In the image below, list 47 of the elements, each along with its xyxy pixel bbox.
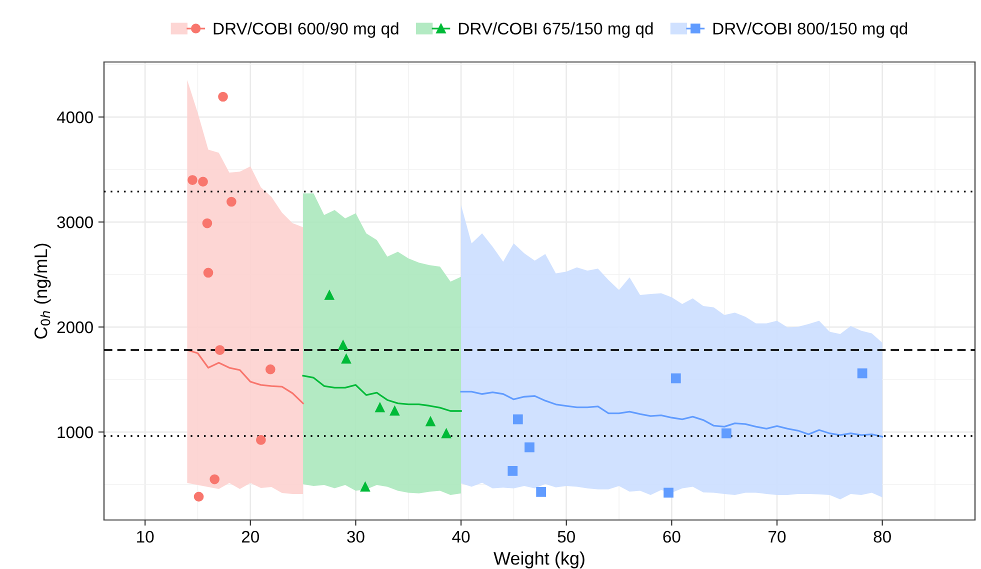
x-tick-label: 20 xyxy=(242,530,260,543)
x-tick-label: 80 xyxy=(874,530,891,543)
legend-label: DRV/COBI 675/150 mg qd xyxy=(459,22,653,38)
point xyxy=(524,442,534,452)
x-tick-label: 10 xyxy=(137,530,154,543)
line-series xyxy=(460,390,884,438)
legend-label: DRV/COBI 600/90 mg qd xyxy=(214,22,398,38)
x-axis-title: Weight (kg) xyxy=(494,552,584,568)
point xyxy=(341,354,352,364)
point xyxy=(226,196,236,207)
point xyxy=(203,268,214,278)
x-tick-label: 30 xyxy=(347,530,364,543)
y-tick-label: 3000 xyxy=(57,216,93,228)
point xyxy=(265,364,276,374)
x-tick-label: 70 xyxy=(768,530,786,543)
y-tick-label: 1000 xyxy=(58,426,93,438)
point xyxy=(722,428,732,438)
point xyxy=(375,402,385,412)
x-tick-label: 60 xyxy=(663,530,680,543)
point xyxy=(664,488,674,498)
point xyxy=(324,290,334,300)
point xyxy=(338,340,348,350)
point xyxy=(670,373,681,384)
point xyxy=(536,487,546,497)
legend-label: DRV/COBI 800/150 mg qd xyxy=(713,22,908,38)
line-series xyxy=(302,374,462,412)
point xyxy=(198,176,208,187)
point xyxy=(202,218,212,228)
point xyxy=(210,474,220,484)
point xyxy=(426,416,436,426)
point xyxy=(390,406,400,416)
point xyxy=(194,492,204,502)
line-series xyxy=(186,349,304,404)
point xyxy=(256,435,266,445)
point xyxy=(214,345,225,355)
point xyxy=(512,414,523,424)
point xyxy=(857,368,868,378)
point xyxy=(218,92,228,102)
x-tick-label: 40 xyxy=(452,530,470,543)
y-tick-label: 4000 xyxy=(56,111,93,124)
y-tick-label: 2000 xyxy=(57,321,93,334)
point xyxy=(360,482,370,492)
point xyxy=(508,466,518,476)
point xyxy=(188,175,198,185)
point xyxy=(441,428,452,438)
x-tick-label: 50 xyxy=(558,530,575,543)
y-axis-title: C$_{0h}$ (ng/mL) xyxy=(34,244,51,339)
